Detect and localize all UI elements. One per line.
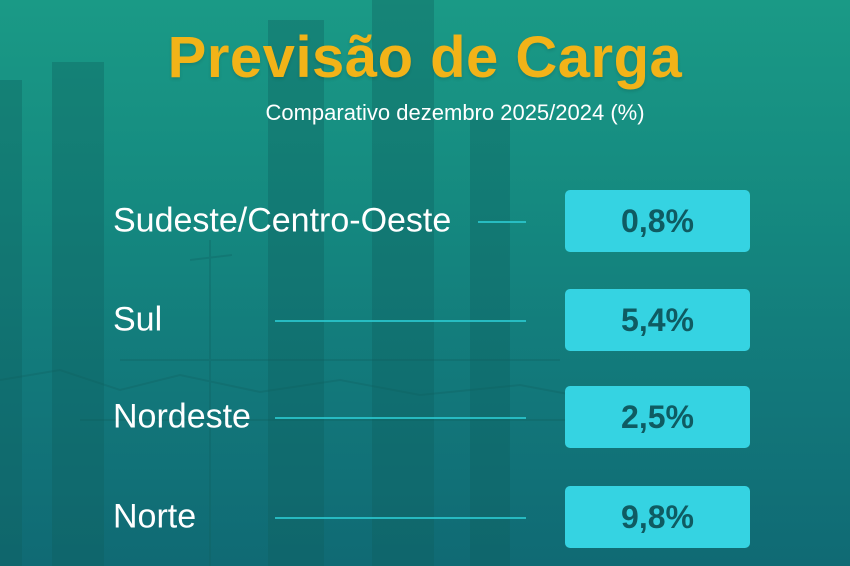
page-title: Previsão de Carga bbox=[167, 25, 683, 90]
value-badge: 0,8% bbox=[565, 190, 750, 252]
region-label: Norte bbox=[113, 497, 197, 536]
connector-line bbox=[478, 221, 526, 223]
region-label: Sul bbox=[113, 300, 163, 339]
connector-line bbox=[275, 517, 526, 519]
region-row-sul: Sul 5,4% bbox=[0, 289, 850, 351]
value-badge: 9,8% bbox=[565, 486, 750, 548]
value-badge: 5,4% bbox=[565, 289, 750, 351]
connector-line bbox=[275, 320, 526, 322]
connector-line bbox=[275, 417, 526, 419]
value-badge: 2,5% bbox=[565, 386, 750, 448]
region-row-nordeste: Nordeste 2,5% bbox=[0, 386, 850, 448]
page-subtitle: Comparativo dezembro 2025/2024 (%) bbox=[265, 100, 645, 125]
region-row-sudeste-centro-oeste: Sudeste/Centro-Oeste 0,8% bbox=[0, 190, 850, 252]
region-label: Nordeste bbox=[113, 397, 251, 436]
region-row-norte: Norte 9,8% bbox=[0, 486, 850, 548]
region-label: Sudeste/Centro-Oeste bbox=[113, 201, 452, 240]
